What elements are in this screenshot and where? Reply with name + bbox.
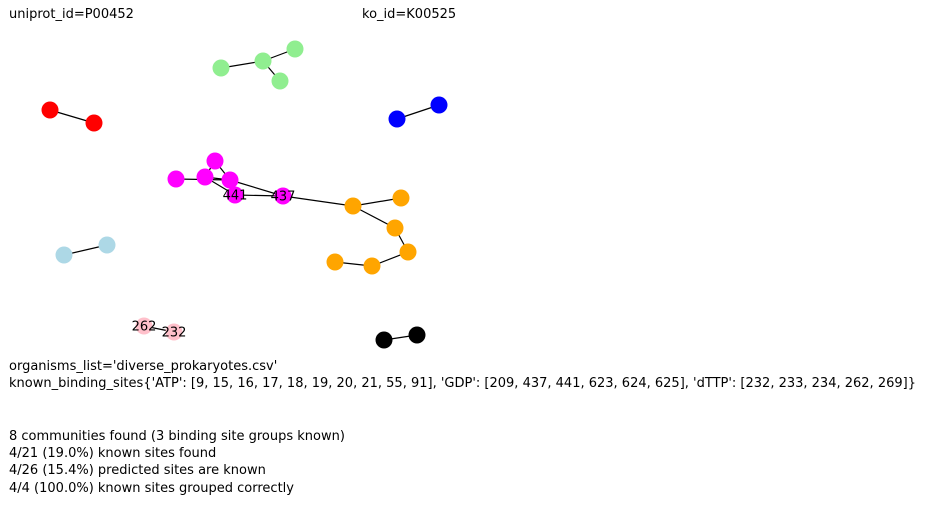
graph-node-black	[375, 331, 393, 349]
graph-node-lightgreen	[212, 59, 230, 77]
summary-known-sites-found: 4/21 (19.0%) known sites found	[9, 446, 217, 461]
graph-node-pink	[135, 317, 153, 335]
node-label-441: 441	[223, 189, 248, 204]
graph-node-lightgreen	[254, 52, 272, 70]
organisms-list-line: organisms_list='diverse_prokaryotes.csv'	[9, 359, 278, 374]
graph-node-blue	[430, 96, 448, 114]
graph-node-magenta	[221, 171, 239, 189]
graph-node-magenta	[196, 168, 214, 186]
graph-nodes	[41, 40, 448, 349]
graph-node-lightgreen	[286, 40, 304, 58]
graph-node-magenta	[167, 170, 185, 188]
graph-node-magenta	[274, 187, 292, 205]
node-label-232: 232	[162, 326, 187, 341]
graph-edge	[282, 195, 354, 207]
graph-node-lightgreen	[271, 72, 289, 90]
graph-node-pink	[165, 323, 183, 341]
graph-edge	[229, 179, 284, 197]
graph-node-magenta	[226, 186, 244, 204]
graph-node-lightblue	[55, 246, 73, 264]
summary-communities: 8 communities found (3 binding site grou…	[9, 429, 345, 444]
summary-grouped-correctly: 4/4 (100.0%) known sites grouped correct…	[9, 481, 294, 496]
graph-node-orange	[344, 197, 362, 215]
graph-node-labels: 441 437 262 232	[132, 189, 296, 341]
graph-node-black	[408, 326, 426, 344]
node-label-437: 437	[271, 190, 296, 205]
graph-node-orange	[399, 243, 417, 261]
node-label-262: 262	[132, 320, 157, 335]
graph-node-red	[85, 114, 103, 132]
graph-node-orange	[392, 189, 410, 207]
graph-node-red	[41, 101, 59, 119]
known-binding-sites-line: known_binding_sites{'ATP': [9, 15, 16, 1…	[9, 376, 916, 391]
uniprot-id-label: uniprot_id=P00452	[9, 7, 134, 22]
summary-predicted-known: 4/26 (15.4%) predicted sites are known	[9, 463, 266, 478]
ko-id-label: ko_id=K00525	[362, 7, 457, 22]
graph-node-orange	[326, 253, 344, 271]
graph-node-orange	[386, 219, 404, 237]
graph-node-blue	[388, 110, 406, 128]
graph-node-lightblue	[98, 236, 116, 254]
graph-node-orange	[363, 257, 381, 275]
graph-node-magenta	[206, 152, 224, 170]
